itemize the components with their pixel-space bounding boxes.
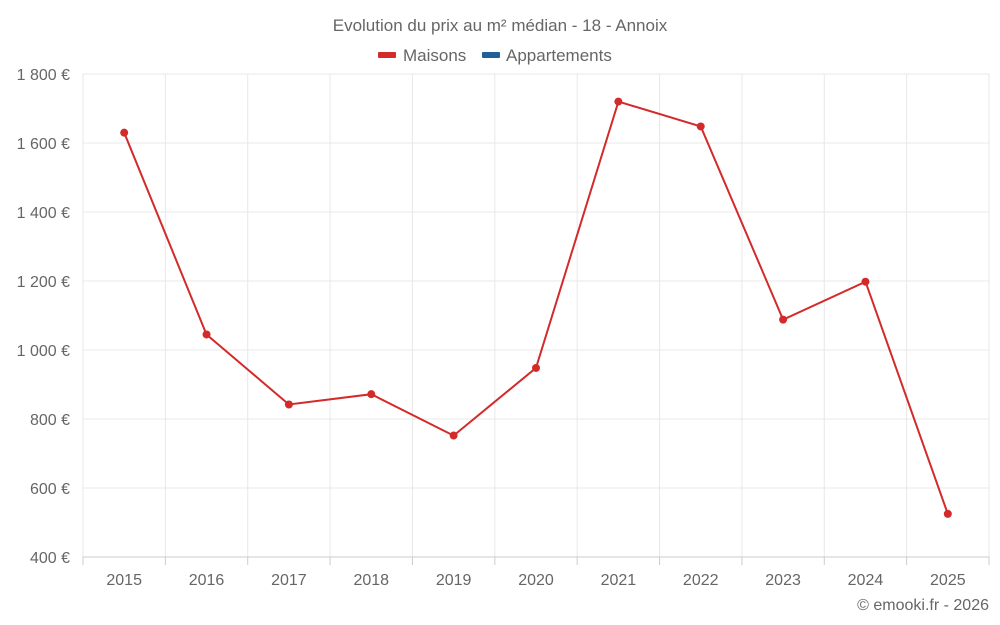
legend-swatch-maisons <box>378 52 396 58</box>
data-point-maisons-2024[interactable] <box>861 277 870 286</box>
legend-label-appartements: Appartements <box>506 46 612 65</box>
x-tick-label: 2017 <box>271 572 307 589</box>
credit-text: © emooki.fr - 2026 <box>857 597 989 614</box>
data-point-maisons-2021[interactable] <box>614 97 623 106</box>
y-tick-label: 1 600 € <box>17 136 70 153</box>
data-point-maisons-2022[interactable] <box>696 122 705 131</box>
x-tick-label: 2015 <box>106 572 142 589</box>
x-tick-label: 2024 <box>848 572 884 589</box>
x-tick-label: 2023 <box>765 572 801 589</box>
y-tick-label: 1 000 € <box>17 343 70 360</box>
legend-label-maisons: Maisons <box>403 46 466 65</box>
data-point-maisons-2025[interactable] <box>943 509 952 518</box>
series <box>120 97 952 518</box>
y-tick-label: 1 400 € <box>17 205 70 222</box>
y-tick-label: 600 € <box>30 481 70 498</box>
y-tick-label: 400 € <box>30 550 70 567</box>
data-point-maisons-2017[interactable] <box>284 400 293 409</box>
legend-item-appartements[interactable]: Appartements <box>482 46 612 65</box>
grid <box>82 73 990 557</box>
x-tick-label: 2022 <box>683 572 719 589</box>
x-tick-label: 2019 <box>436 572 472 589</box>
x-tick-label: 2018 <box>353 572 389 589</box>
x-tick-label: 2020 <box>518 572 554 589</box>
data-point-maisons-2020[interactable] <box>532 363 540 372</box>
x-tick-label: 2025 <box>930 572 966 589</box>
y-axis: 400 € 600 € 800 € 1 000 € 1 200 € 1 400 € 1 60… <box>17 67 70 567</box>
data-point-maisons-2023[interactable] <box>779 315 788 324</box>
data-point-maisons-2018[interactable] <box>367 390 376 399</box>
chart-title: Evolution du prix au m² médian - 18 - An… <box>333 16 668 35</box>
legend-swatch-appartements <box>482 52 500 58</box>
data-point-maisons-2015[interactable] <box>120 128 129 137</box>
x-axis: 2015 2016 2017 2018 2019 2020 2021 2022 2023 2024… <box>82 556 990 589</box>
legend-item-maisons[interactable]: Maisons <box>378 46 466 65</box>
x-tick-label: 2021 <box>601 572 637 589</box>
legend: Maisons Appartements <box>378 46 612 65</box>
data-point-maisons-2019[interactable] <box>449 431 458 440</box>
data-point-maisons-2016[interactable] <box>202 330 211 339</box>
y-tick-label: 800 € <box>30 412 70 429</box>
y-tick-label: 1 200 € <box>17 274 70 291</box>
y-tick-label: 1 800 € <box>17 67 70 84</box>
x-tick-label: 2016 <box>189 572 225 589</box>
